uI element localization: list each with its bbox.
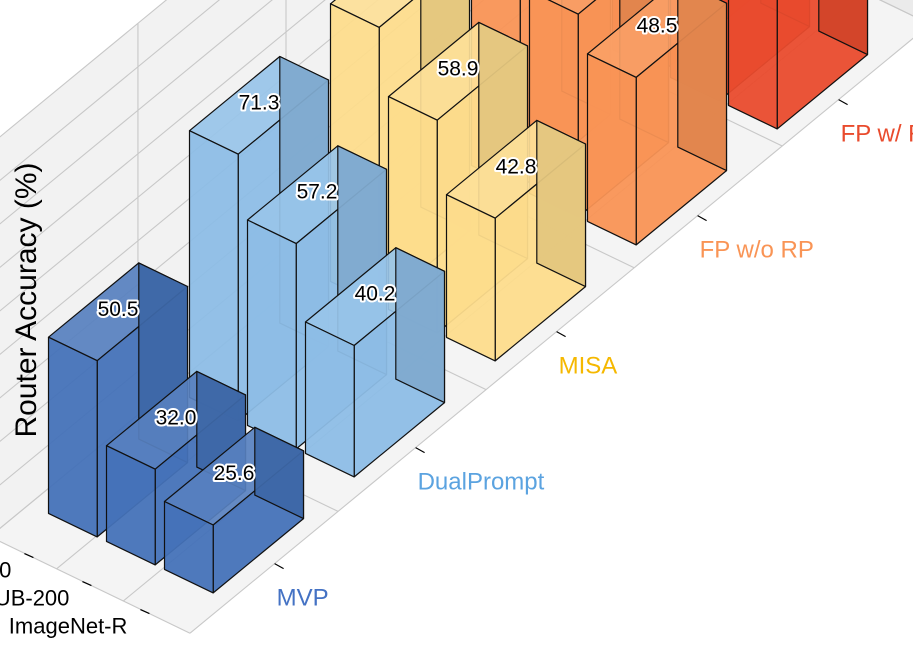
bar-left bbox=[105, 445, 156, 566]
category-label: ImageNet-R bbox=[9, 614, 128, 639]
bar-left bbox=[727, 0, 778, 130]
series-label: MVP bbox=[277, 585, 329, 612]
bar-fp-w-rp-imagenet-r: 57.5 bbox=[727, 0, 869, 130]
bar-left bbox=[163, 500, 214, 594]
y-axis-label: Router Accuracy (%) bbox=[10, 162, 43, 437]
data-label: 40.2 bbox=[355, 283, 396, 306]
series-tick bbox=[274, 563, 284, 570]
grid-line-y bbox=[0, 0, 273, 225]
category-tick bbox=[24, 553, 34, 559]
bar-left bbox=[586, 53, 637, 246]
data-label: 57.2 bbox=[297, 181, 338, 204]
data-label: 42.8 bbox=[496, 155, 537, 178]
axes: 102030405060708090CIFAR-100CUB-200ImageN… bbox=[0, 99, 913, 639]
bars: 88.477.086.573.856.657.571.358.948.550.5… bbox=[47, 0, 869, 594]
series-tick bbox=[556, 331, 566, 338]
floor-grid-line-depth bbox=[189, 37, 913, 634]
bar-side bbox=[677, 0, 728, 172]
grid-line-y bbox=[0, 0, 326, 269]
data-label: 32.0 bbox=[156, 406, 197, 429]
data-label: 58.9 bbox=[438, 57, 479, 80]
bar-side bbox=[395, 247, 446, 404]
series-tick bbox=[415, 447, 425, 454]
bar-mvp-imagenet-r: 25.6 bbox=[163, 426, 305, 594]
series-label: DualPrompt bbox=[418, 469, 545, 496]
bar-side bbox=[254, 426, 305, 520]
bar-side bbox=[818, 0, 869, 56]
series-label: FP w/o RP bbox=[700, 237, 814, 264]
bar-misa-imagenet-r: 42.8 bbox=[445, 119, 587, 362]
bar-side bbox=[536, 119, 587, 288]
category-tick bbox=[82, 581, 92, 587]
series-label: FP w/ RP bbox=[841, 121, 913, 148]
bar-fp-w-o-rp-imagenet-r: 48.5 bbox=[586, 0, 728, 246]
bar-dualprompt-imagenet-r: 40.2 bbox=[304, 247, 446, 478]
series-label: MISA bbox=[559, 353, 618, 380]
data-label: 50.5 bbox=[98, 298, 139, 321]
category-tick bbox=[140, 609, 150, 615]
floor-grid-line-x bbox=[878, 0, 913, 17]
category-label: CIFAR-100 bbox=[0, 558, 11, 583]
data-label: 71.3 bbox=[239, 91, 280, 114]
data-label: 25.6 bbox=[214, 462, 255, 485]
bar-left bbox=[47, 336, 98, 538]
bar-left bbox=[304, 321, 355, 478]
category-label: CUB-200 bbox=[0, 586, 69, 611]
bar-left bbox=[246, 219, 297, 450]
series-tick bbox=[697, 215, 707, 222]
series-tick bbox=[838, 99, 848, 106]
bar-left bbox=[445, 194, 496, 362]
data-label: 48.5 bbox=[637, 15, 678, 38]
